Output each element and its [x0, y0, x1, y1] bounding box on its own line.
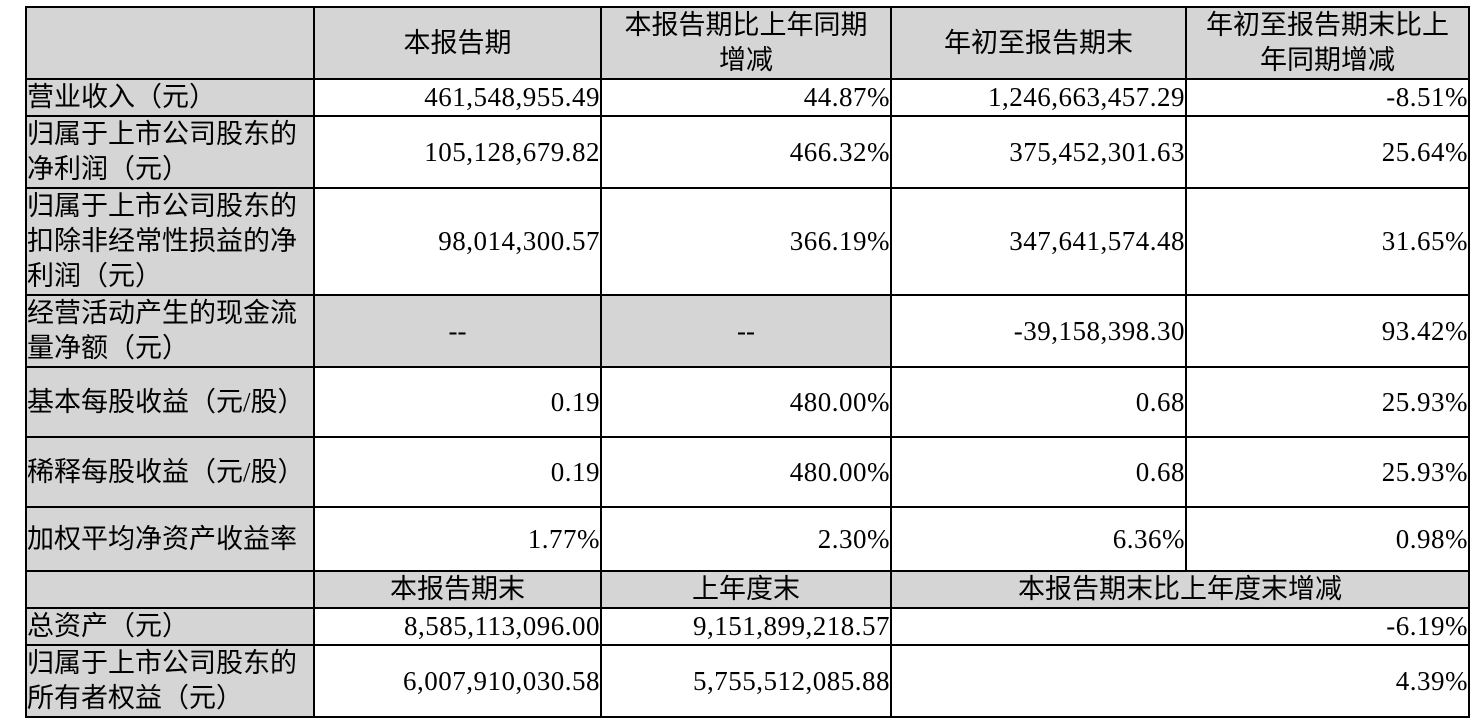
row-label: 总资产（元）: [25, 607, 315, 646]
table-row: 营业收入（元） 461,548,955.49 44.87% 1,246,663,…: [25, 78, 1470, 117]
table-row: 总资产（元） 8,585,113,096.00 9,151,899,218.57…: [25, 607, 1470, 646]
column-header-text: 年初至报告期末比上年同期增减: [1206, 10, 1449, 75]
cell-value-change: 4.39%: [890, 644, 1470, 718]
cell-value: 466.32%: [600, 115, 892, 189]
table-header-row: 本报告期 本报告期比上年同期增减 年初至报告期末 年初至报告期末比上年同期增减: [25, 6, 1470, 80]
table-row: 归属于上市公司股东的净利润（元） 105,128,679.82 466.32% …: [25, 115, 1470, 189]
row-label: 归属于上市公司股东的扣除非经常性损益的净利润（元）: [25, 187, 315, 296]
cell-value: -39,158,398.30: [890, 294, 1187, 368]
cell-value: 1,246,663,457.29: [890, 78, 1187, 117]
column-header-text: 本报告期: [403, 27, 512, 58]
column-header-text: 本报告期比上年同期增减: [624, 10, 868, 75]
cell-value: 98,014,300.57: [313, 187, 602, 296]
column-header-empty: [25, 6, 315, 80]
financial-summary-table: 本报告期 本报告期比上年同期增减 年初至报告期末 年初至报告期末比上年同期增减 …: [25, 6, 1470, 718]
cell-value: 480.00%: [600, 436, 892, 508]
row-label: 归属于上市公司股东的所有者权益（元）: [25, 644, 315, 718]
table-subheader-row: 本报告期末 上年度末 本报告期末比上年度末增减: [25, 570, 1470, 609]
column-header-yoy-change: 本报告期比上年同期增减: [600, 6, 892, 80]
cell-value: 461,548,955.49: [313, 78, 602, 117]
row-label: 稀释每股收益（元/股）: [25, 436, 315, 508]
subheader-empty: [25, 570, 315, 609]
cell-value: 44.87%: [600, 78, 892, 117]
cell-value: 0.19: [313, 366, 602, 438]
row-label: 归属于上市公司股东的净利润（元）: [25, 115, 315, 189]
cell-value: 105,128,679.82: [313, 115, 602, 189]
cell-value: 1.77%: [313, 506, 602, 572]
cell-value: 0.68: [890, 366, 1187, 438]
column-header-ytd: 年初至报告期末: [890, 6, 1187, 80]
cell-value: 25.93%: [1185, 366, 1470, 438]
cell-value: 25.64%: [1185, 115, 1470, 189]
cell-value: 31.65%: [1185, 187, 1470, 296]
row-label: 营业收入（元）: [25, 78, 315, 117]
row-label: 基本每股收益（元/股）: [25, 366, 315, 438]
table-row: 基本每股收益（元/股） 0.19 480.00% 0.68 25.93%: [25, 366, 1470, 438]
subheader-change-vs-prior-year-end: 本报告期末比上年度末增减: [890, 570, 1470, 609]
cell-value: 9,151,899,218.57: [600, 607, 892, 646]
cell-value: 480.00%: [600, 366, 892, 438]
row-label: 经营活动产生的现金流量净额（元）: [25, 294, 315, 368]
cell-value: -8.51%: [1185, 78, 1470, 117]
cell-value-change: -6.19%: [890, 607, 1470, 646]
column-header-ytd-yoy-change: 年初至报告期末比上年同期增减: [1185, 6, 1470, 80]
table-row: 归属于上市公司股东的扣除非经常性损益的净利润（元） 98,014,300.57 …: [25, 187, 1470, 296]
cell-value-na: --: [313, 294, 602, 368]
cell-value: 93.42%: [1185, 294, 1470, 368]
column-header-current-period: 本报告期: [313, 6, 602, 80]
table-row: 加权平均净资产收益率 1.77% 2.30% 6.36% 0.98%: [25, 506, 1470, 572]
subheader-prior-year-end: 上年度末: [600, 570, 892, 609]
cell-value: 5,755,512,085.88: [600, 644, 892, 718]
table-row: 归属于上市公司股东的所有者权益（元） 6,007,910,030.58 5,75…: [25, 644, 1470, 718]
cell-value: 366.19%: [600, 187, 892, 296]
cell-value-na: --: [600, 294, 892, 368]
cell-value: 0.98%: [1185, 506, 1470, 572]
cell-value: 6,007,910,030.58: [313, 644, 602, 718]
table-row: 经营活动产生的现金流量净额（元） -- -- -39,158,398.30 93…: [25, 294, 1470, 368]
cell-value: 6.36%: [890, 506, 1187, 572]
cell-value: 347,641,574.48: [890, 187, 1187, 296]
row-label: 加权平均净资产收益率: [25, 506, 315, 572]
table-row: 稀释每股收益（元/股） 0.19 480.00% 0.68 25.93%: [25, 436, 1470, 508]
cell-value: 8,585,113,096.00: [313, 607, 602, 646]
subheader-period-end: 本报告期末: [313, 570, 602, 609]
cell-value: 0.19: [313, 436, 602, 508]
cell-value: 2.30%: [600, 506, 892, 572]
column-header-text: 年初至报告期末: [944, 27, 1133, 58]
cell-value: 25.93%: [1185, 436, 1470, 508]
cell-value: 375,452,301.63: [890, 115, 1187, 189]
cell-value: 0.68: [890, 436, 1187, 508]
